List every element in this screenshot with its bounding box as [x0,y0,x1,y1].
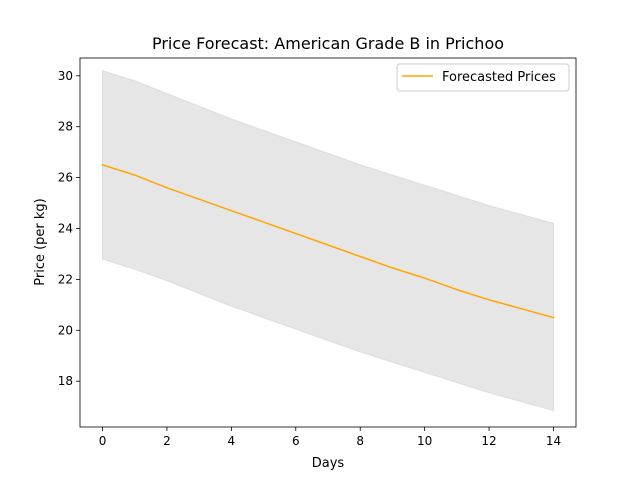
x-tick-label: 4 [228,434,236,448]
plot-area [101,70,555,412]
y-axis-ticks: 18 20 22 24 26 28 30 [58,69,80,388]
x-axis-ticks: 0 2 4 6 8 10 12 14 [99,427,561,448]
x-tick-label: 0 [99,434,107,448]
y-tick-label: 18 [58,374,73,388]
y-tick-label: 20 [58,323,73,337]
x-tick-label: 6 [292,434,300,448]
x-tick-label: 2 [163,434,171,448]
legend-label-forecasted-prices: Forecasted Prices [442,70,556,85]
legend-box [396,63,570,92]
x-axis-label: Days [312,456,345,471]
x-tick-label: 12 [481,434,496,448]
y-axis-label: Price (per kg) [33,198,48,286]
chart-title: Price Forecast: American Grade B in Pric… [152,34,504,53]
legend: Forecasted Prices [396,63,570,92]
y-tick-label: 22 [58,272,73,286]
y-tick-label: 30 [58,69,73,83]
plot-frame [79,57,577,428]
y-tick-label: 24 [58,222,73,236]
x-tick-label: 10 [417,434,432,448]
y-tick-label: 28 [58,120,73,134]
forecast-line [101,163,555,319]
x-tick-label: 14 [546,434,561,448]
x-tick-label: 8 [356,434,364,448]
confidence-band [102,70,554,412]
y-tick-label: 26 [58,171,73,185]
